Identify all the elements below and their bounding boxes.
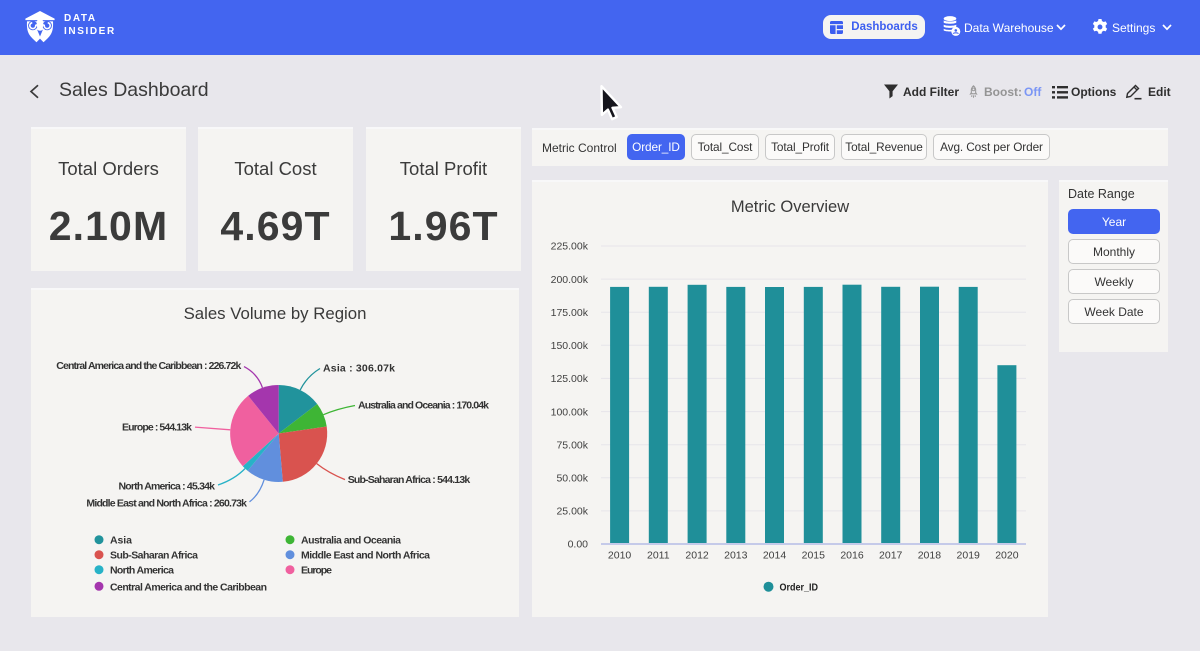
svg-text:2018: 2018 — [918, 549, 942, 561]
svg-text:2010: 2010 — [608, 549, 632, 561]
svg-text:2015: 2015 — [802, 549, 826, 561]
svg-text:Australia and Oceania: Australia and Oceania — [301, 535, 401, 547]
svg-text:Europe : 544.13k: Europe : 544.13k — [122, 422, 192, 434]
svg-text:Australia and Oceania : 170.04: Australia and Oceania : 170.04k — [358, 400, 489, 412]
svg-text:2014: 2014 — [763, 549, 787, 561]
svg-text:North America: North America — [110, 565, 174, 577]
svg-text:Central America and the Caribb: Central America and the Caribbean : 226.… — [56, 360, 241, 372]
svg-text:175.00k: 175.00k — [551, 307, 589, 319]
svg-text:Sub-Saharan Africa: Sub-Saharan Africa — [110, 550, 198, 562]
svg-text:Asia : 306.07k: Asia : 306.07k — [323, 363, 395, 375]
svg-text:25.00k: 25.00k — [556, 506, 588, 518]
svg-text:2011: 2011 — [647, 549, 670, 561]
svg-text:Sub-Saharan Africa : 544.13k: Sub-Saharan Africa : 544.13k — [348, 474, 471, 486]
svg-text:2012: 2012 — [685, 549, 709, 561]
svg-text:Middle East and North Africa: Middle East and North Africa — [301, 550, 430, 562]
svg-text:200.00k: 200.00k — [551, 274, 589, 286]
svg-text:Asia: Asia — [110, 535, 132, 547]
svg-text:125.00k: 125.00k — [551, 373, 589, 385]
svg-text:100.00k: 100.00k — [551, 406, 589, 418]
svg-text:Central America and the Caribb: Central America and the Caribbean — [110, 581, 267, 593]
svg-text:Middle East and North Africa :: Middle East and North Africa : 260.73k — [86, 497, 247, 509]
svg-text:225.00k: 225.00k — [551, 241, 589, 253]
svg-text:Europe: Europe — [301, 565, 332, 577]
svg-text:Order_ID: Order_ID — [780, 582, 819, 594]
svg-text:2017: 2017 — [879, 549, 903, 561]
svg-text:2020: 2020 — [995, 549, 1019, 561]
svg-text:2019: 2019 — [957, 549, 981, 561]
svg-text:2016: 2016 — [840, 549, 864, 561]
svg-text:0.00: 0.00 — [568, 539, 589, 551]
svg-text:50.00k: 50.00k — [556, 473, 588, 485]
svg-text:2013: 2013 — [724, 549, 748, 561]
svg-text:75.00k: 75.00k — [556, 439, 588, 451]
svg-text:150.00k: 150.00k — [551, 340, 589, 352]
svg-text:North America : 45.34k: North America : 45.34k — [119, 481, 216, 493]
